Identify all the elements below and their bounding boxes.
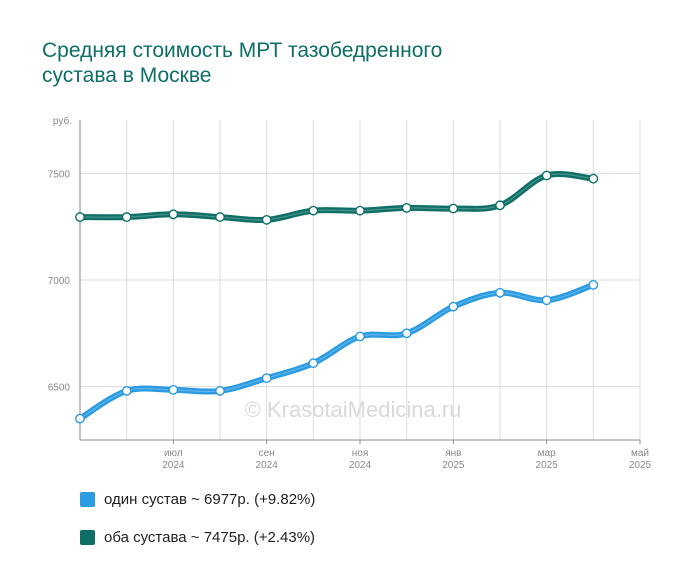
data-point [448, 301, 459, 312]
data-point [355, 205, 365, 216]
data-point [215, 212, 225, 222]
x-tick-label-month: мар [538, 448, 556, 459]
data-point [495, 287, 505, 298]
data-point [355, 331, 365, 342]
x-tick-label-year: 2024 [256, 460, 279, 471]
x-tick-label-month: май [631, 448, 649, 459]
data-point [261, 214, 272, 225]
data-point [495, 200, 505, 211]
legend-swatch-both-joints [80, 529, 95, 545]
data-point [588, 173, 599, 184]
data-point [215, 386, 225, 396]
data-point [401, 328, 412, 339]
data-point [308, 205, 319, 216]
data-point [75, 212, 85, 222]
y-tick-label: 7500 [48, 169, 71, 180]
x-tick-label-year: 2024 [349, 460, 372, 471]
x-tick-label-year: 2024 [162, 460, 185, 471]
legend-item-one-joint[interactable]: один сустав ~ 6977р. (+9.82%) [80, 488, 315, 510]
data-point [121, 212, 132, 222]
x-tick-label-year: 2025 [629, 460, 652, 471]
data-point [168, 209, 179, 220]
data-point [75, 413, 85, 424]
legend-label-both-joints: оба сустава ~ 7475р. (+2.43%) [104, 528, 316, 546]
series-line-1 [77, 171, 597, 224]
legend: один сустав ~ 6977р. (+9.82%) оба сустав… [80, 488, 315, 564]
data-point [168, 384, 179, 395]
chart-title: Средняя стоимость МРТ тазобедренного сус… [42, 38, 642, 88]
legend-item-both-joints[interactable]: оба сустава ~ 7475р. (+2.43%) [80, 526, 315, 548]
chart-title-line-1: Средняя стоимость МРТ тазобедренного [42, 39, 443, 62]
y-tick-label: 7000 [48, 276, 71, 287]
x-tick-label-year: 2025 [442, 460, 465, 471]
legend-label-one-joint: один сустав ~ 6977р. (+9.82%) [104, 490, 316, 508]
data-point [588, 280, 599, 290]
x-tick-label-month: июл [164, 448, 183, 459]
y-tick-label: 6500 [48, 383, 71, 394]
x-tick-label-month: ноя [352, 448, 369, 459]
x-tick-label-month: сен [259, 448, 275, 459]
legend-swatch-one-joint [80, 491, 95, 507]
x-tick-label-month: янв [445, 448, 461, 459]
data-point [541, 170, 552, 181]
data-point [448, 203, 459, 214]
data-point [541, 295, 552, 306]
data-point [121, 386, 132, 396]
x-tick-label-year: 2025 [536, 460, 559, 471]
y-unit-label: руб. [53, 115, 72, 127]
data-point [261, 373, 272, 384]
watermark: © KrasotaiMedicina.ru [245, 397, 462, 422]
data-point [308, 358, 319, 369]
chart-title-line-2: сустава в Москве [42, 64, 212, 87]
data-point [401, 202, 412, 213]
